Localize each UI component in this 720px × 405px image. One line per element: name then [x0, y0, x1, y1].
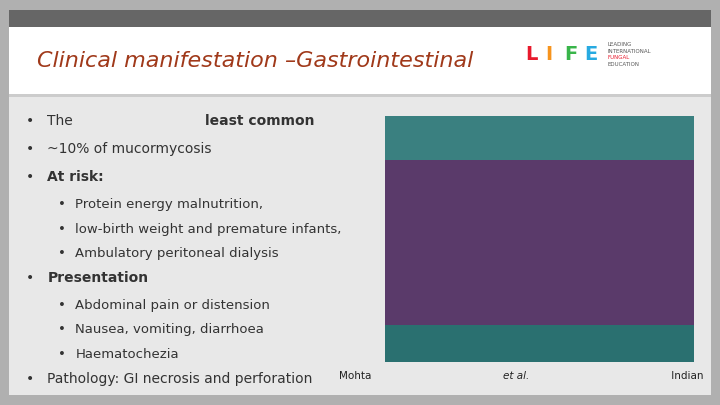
Text: INTERNATIONAL: INTERNATIONAL [608, 49, 651, 54]
Bar [9, 94, 711, 97]
Text: I: I [545, 45, 552, 64]
Text: F: F [564, 45, 577, 64]
Text: Nausea, vomiting, diarrhoea: Nausea, vomiting, diarrhoea [76, 323, 264, 336]
Text: Abdominal pain or distension: Abdominal pain or distension [76, 299, 270, 312]
Text: •: • [26, 114, 35, 128]
Text: Pathology: GI necrosis and perforation: Pathology: GI necrosis and perforation [48, 372, 312, 386]
Text: LEADING: LEADING [608, 42, 631, 47]
Bar [384, 116, 694, 362]
Text: ~10% of mucormycosis: ~10% of mucormycosis [48, 142, 212, 156]
Bar [9, 96, 711, 395]
Text: At risk:: At risk: [48, 170, 104, 184]
Text: L: L [525, 45, 538, 64]
Text: Mohta: Mohta [339, 371, 374, 382]
Text: Indian: Indian [667, 371, 706, 382]
Text: E: E [584, 45, 598, 64]
Text: •: • [58, 222, 66, 235]
Text: Ambulatory peritoneal dialysis: Ambulatory peritoneal dialysis [76, 247, 279, 260]
Bar [384, 325, 694, 362]
Text: •: • [58, 299, 66, 312]
Bar [9, 28, 711, 95]
Text: •: • [26, 170, 35, 184]
Text: low-birth weight and premature infants,: low-birth weight and premature infants, [76, 222, 342, 235]
Text: •: • [58, 347, 66, 360]
Bar [9, 10, 711, 28]
Text: •: • [26, 372, 35, 386]
Text: Presentation: Presentation [48, 271, 148, 285]
Text: Clinical manifestation –Gastrointestinal: Clinical manifestation –Gastrointestinal [37, 51, 473, 71]
Text: •: • [58, 247, 66, 260]
Text: •: • [58, 198, 66, 211]
Text: Haematochezia: Haematochezia [76, 347, 179, 360]
Text: •: • [58, 323, 66, 336]
Text: least common: least common [204, 114, 314, 128]
Text: •: • [26, 271, 35, 285]
Text: Protein energy malnutrition,: Protein energy malnutrition, [76, 198, 264, 211]
Text: •: • [26, 142, 35, 156]
Text: The: The [48, 114, 78, 128]
Text: FUNGAL: FUNGAL [608, 55, 629, 60]
Text: EDUCATION: EDUCATION [608, 62, 639, 67]
Text: et al.: et al. [503, 371, 530, 382]
Bar [384, 116, 694, 160]
